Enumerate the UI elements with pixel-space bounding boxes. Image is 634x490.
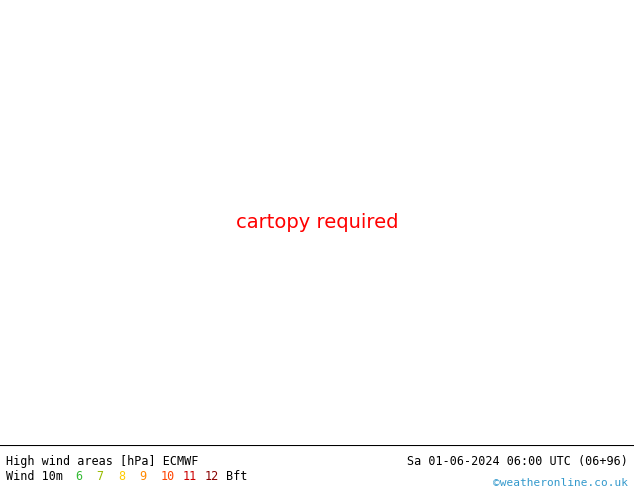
Text: High wind areas [hPa] ECMWF: High wind areas [hPa] ECMWF — [6, 455, 198, 468]
Text: 7: 7 — [96, 470, 103, 483]
Text: ©weatheronline.co.uk: ©weatheronline.co.uk — [493, 478, 628, 488]
Text: Wind 10m: Wind 10m — [6, 470, 63, 483]
Text: 9: 9 — [139, 470, 146, 483]
Text: 11: 11 — [183, 470, 197, 483]
Text: cartopy required: cartopy required — [236, 213, 398, 232]
Text: 8: 8 — [118, 470, 125, 483]
Text: 6: 6 — [75, 470, 82, 483]
Text: Sa 01-06-2024 06:00 UTC (06+96): Sa 01-06-2024 06:00 UTC (06+96) — [407, 455, 628, 468]
Text: Bft: Bft — [226, 470, 247, 483]
Text: 12: 12 — [204, 470, 218, 483]
Text: 10: 10 — [161, 470, 175, 483]
